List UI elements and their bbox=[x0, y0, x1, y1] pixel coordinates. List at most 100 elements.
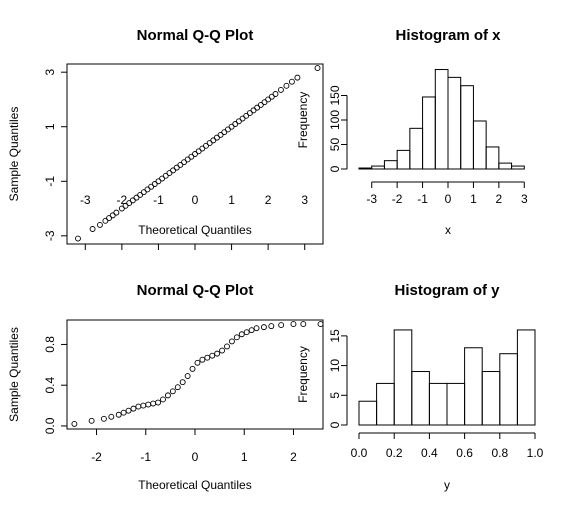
y-axis-label: Sample Quantiles bbox=[7, 327, 21, 422]
x-tick-label: 1 bbox=[228, 193, 235, 207]
histogram-bar bbox=[498, 162, 513, 170]
data-point bbox=[140, 402, 147, 409]
x-axis-label: Theoretical Quantiles bbox=[138, 478, 251, 492]
data-point bbox=[181, 159, 187, 166]
data-point bbox=[232, 121, 239, 127]
data-point bbox=[265, 96, 272, 103]
x-tick-label: 2 bbox=[496, 192, 503, 206]
data-point bbox=[217, 131, 224, 138]
data-point bbox=[162, 172, 169, 179]
x-tick-label: 3 bbox=[301, 193, 308, 207]
data-point bbox=[239, 115, 246, 122]
data-point bbox=[118, 205, 125, 212]
x-tick-label: -1 bbox=[140, 450, 151, 464]
data-point bbox=[221, 129, 228, 136]
data-point bbox=[253, 325, 260, 332]
data-point bbox=[164, 392, 171, 399]
data-point bbox=[71, 420, 78, 427]
histogram-bar bbox=[411, 371, 430, 426]
x-tick-label: 1.0 bbox=[527, 446, 544, 460]
data-point bbox=[75, 235, 81, 242]
x-axis-label: x bbox=[445, 223, 451, 237]
y-tick-label: 3 bbox=[43, 69, 57, 76]
x-tick-label: 1 bbox=[241, 450, 248, 464]
data-point bbox=[228, 338, 235, 345]
histogram-bar bbox=[511, 165, 525, 170]
data-point bbox=[140, 189, 147, 196]
histogram-bar bbox=[472, 120, 487, 170]
y-tick-label: 0.4 bbox=[43, 377, 57, 394]
data-point bbox=[209, 352, 216, 359]
data-point bbox=[126, 200, 133, 207]
data-point bbox=[129, 197, 136, 204]
data-point bbox=[243, 112, 250, 119]
x-tick-label: -2 bbox=[91, 450, 102, 464]
data-point bbox=[189, 365, 196, 372]
data-point bbox=[228, 123, 235, 130]
data-point bbox=[294, 74, 301, 81]
histogram-bar bbox=[434, 69, 449, 170]
x-tick-label: 1 bbox=[470, 192, 477, 206]
data-point bbox=[100, 415, 107, 422]
data-point bbox=[150, 400, 157, 407]
y-tick-label: 0.0 bbox=[43, 417, 57, 434]
data-point bbox=[174, 384, 181, 391]
x-tick-label: 0 bbox=[192, 193, 199, 207]
data-point bbox=[192, 151, 198, 157]
data-point bbox=[214, 350, 221, 357]
y-tick-label: 1 bbox=[43, 123, 57, 130]
data-point bbox=[314, 65, 321, 72]
panel-2: Histogram of x x Frequency -3 -2 -1 0 1 2 3 0 50 100… bbox=[296, 27, 528, 237]
data-point bbox=[277, 86, 284, 93]
data-point bbox=[145, 401, 152, 408]
data-point bbox=[250, 107, 257, 114]
histogram-bar bbox=[516, 329, 536, 426]
data-point bbox=[195, 148, 202, 155]
x-axis-label: y bbox=[444, 478, 450, 492]
data-point bbox=[148, 183, 155, 190]
histogram-bar bbox=[409, 127, 424, 170]
panel-1: Normal Q-Q Plot Theoretical Quantiles Samp… bbox=[7, 27, 324, 250]
y-tick-label: 10 bbox=[328, 359, 342, 373]
data-point bbox=[113, 209, 120, 216]
y-tick-label: 100 bbox=[328, 110, 342, 130]
data-point bbox=[173, 164, 180, 171]
x-tick-label: -2 bbox=[392, 192, 403, 206]
histogram-bar bbox=[422, 96, 436, 170]
data-point bbox=[246, 110, 253, 117]
data-point bbox=[170, 167, 177, 174]
histogram-bar bbox=[371, 165, 385, 170]
data-point bbox=[108, 413, 115, 420]
data-point bbox=[144, 186, 151, 193]
x-tick-label: 0.2 bbox=[386, 446, 403, 460]
x-tick-label: 0 bbox=[445, 192, 452, 206]
data-point bbox=[203, 142, 209, 149]
plot-title: Normal Q-Q Plot bbox=[137, 27, 254, 44]
x-tick-label: 0.8 bbox=[491, 446, 508, 460]
data-point bbox=[300, 321, 307, 328]
x-tick-label: 0.0 bbox=[351, 446, 368, 460]
data-point bbox=[224, 126, 231, 133]
x-tick-label: -3 bbox=[366, 192, 377, 206]
histogram-bar bbox=[499, 353, 518, 426]
y-tick-label: -1 bbox=[43, 176, 57, 187]
y-tick-label: 0.8 bbox=[43, 336, 57, 353]
data-point bbox=[317, 321, 324, 328]
histogram-bar bbox=[428, 382, 448, 426]
x-tick-label: 2 bbox=[265, 193, 272, 207]
x-axis-label: Theoretical Quantiles bbox=[138, 223, 251, 237]
data-point bbox=[199, 145, 206, 152]
data-point bbox=[188, 153, 195, 160]
data-point bbox=[159, 175, 166, 182]
histogram-bar bbox=[396, 149, 411, 170]
data-point bbox=[160, 396, 166, 403]
data-point bbox=[206, 140, 213, 147]
histogram-bar bbox=[481, 371, 501, 426]
y-tick-label: 50 bbox=[328, 138, 342, 152]
x-tick-label: -1 bbox=[417, 192, 428, 206]
data-point bbox=[133, 194, 140, 201]
histogram-bar bbox=[460, 85, 474, 170]
data-point bbox=[169, 388, 176, 395]
data-point bbox=[184, 156, 191, 163]
data-point bbox=[272, 91, 279, 97]
